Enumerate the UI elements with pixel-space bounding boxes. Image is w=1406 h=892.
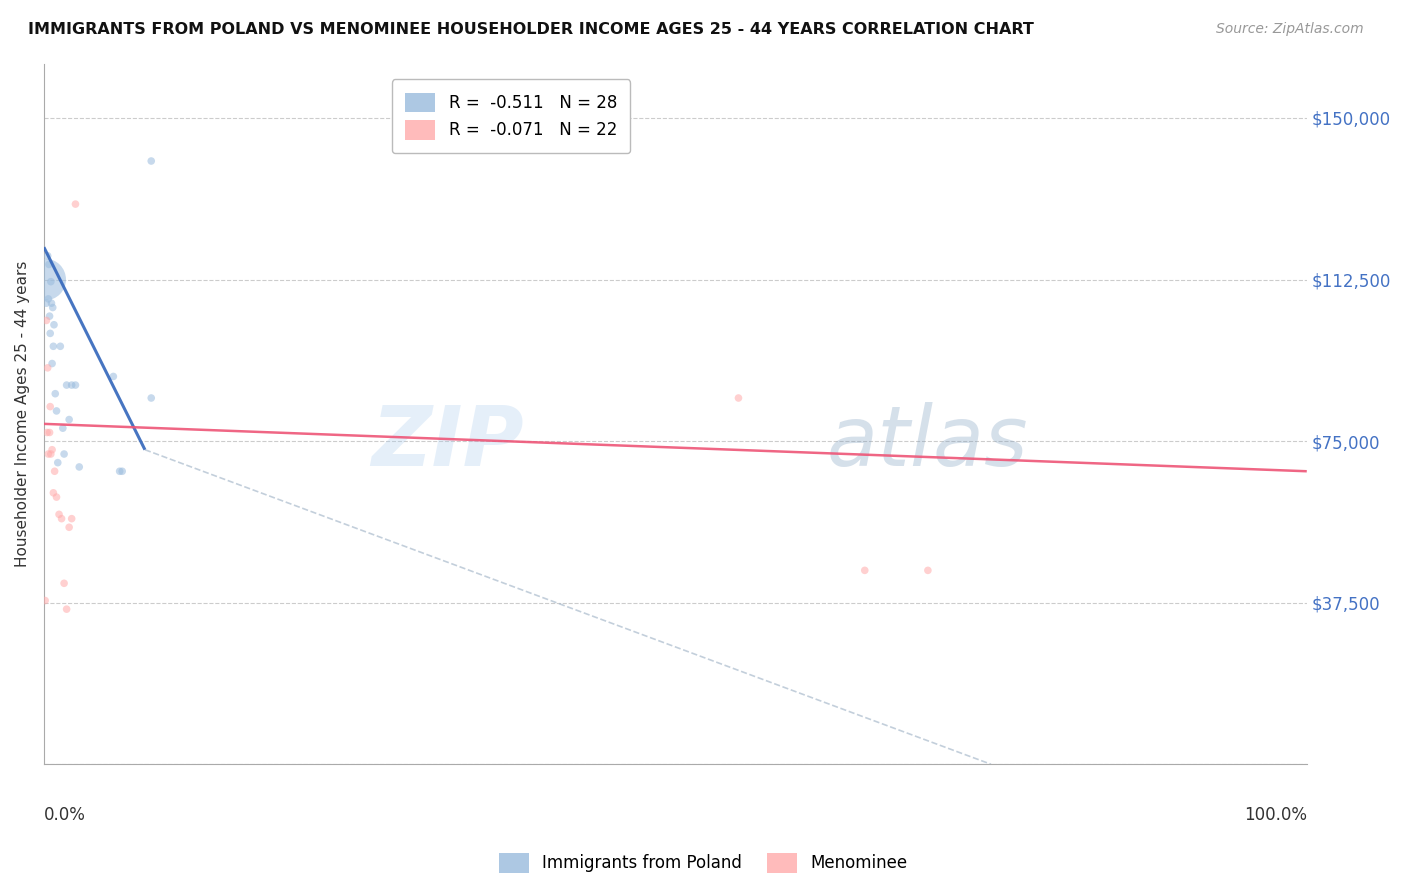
Point [853, 563, 876, 577]
Point [35, 296, 58, 310]
Point [37, 292, 59, 306]
Point [37, 360, 59, 375]
Point [42, 301, 65, 315]
Point [34, 593, 56, 607]
Point [103, 369, 125, 384]
Point [65, 197, 87, 211]
Point [58, 520, 80, 534]
Point [38, 257, 60, 271]
Point [727, 391, 749, 405]
Point [42, 318, 65, 332]
Point [55, 602, 77, 616]
Legend: R =  -0.511   N = 28, R =  -0.071   N = 22: R = -0.511 N = 28, R = -0.071 N = 22 [392, 79, 630, 153]
Point [67, 459, 90, 474]
Point [39, 400, 62, 414]
Point [41, 296, 63, 310]
Point [38, 309, 60, 323]
Point [41, 357, 63, 371]
Text: 100.0%: 100.0% [1244, 806, 1306, 824]
Point [42, 339, 65, 353]
Point [39, 447, 62, 461]
Point [41, 442, 63, 457]
Point [51, 511, 73, 525]
Text: atlas: atlas [827, 401, 1029, 483]
Point [141, 391, 163, 405]
Text: ZIP: ZIP [371, 401, 524, 483]
Point [58, 412, 80, 426]
Text: 0.0%: 0.0% [44, 806, 86, 824]
Point [38, 425, 60, 440]
Point [53, 447, 76, 461]
Point [39, 326, 62, 341]
Point [37, 447, 59, 461]
Text: IMMIGRANTS FROM POLAND VS MENOMINEE HOUSEHOLDER INCOME AGES 25 - 44 YEARS CORREL: IMMIGRANTS FROM POLAND VS MENOMINEE HOUS… [28, 22, 1033, 37]
Point [45, 404, 67, 418]
Point [39, 275, 62, 289]
Point [46, 456, 69, 470]
Point [108, 464, 131, 478]
Point [53, 576, 76, 591]
Point [141, 154, 163, 169]
Point [44, 386, 66, 401]
Point [34, 272, 56, 286]
Point [42, 485, 65, 500]
Point [917, 563, 939, 577]
Y-axis label: Householder Income Ages 25 - 44 years: Householder Income Ages 25 - 44 years [15, 261, 30, 567]
Point [52, 421, 75, 435]
Point [44, 464, 66, 478]
Point [49, 339, 72, 353]
Legend: Immigrants from Poland, Menominee: Immigrants from Poland, Menominee [492, 847, 914, 880]
Point [35, 313, 58, 327]
Point [37, 249, 59, 263]
Text: Source: ZipAtlas.com: Source: ZipAtlas.com [1216, 22, 1364, 37]
Point [35, 425, 58, 440]
Point [60, 378, 83, 392]
Point [65, 378, 87, 392]
Point [48, 508, 70, 522]
Point [60, 511, 83, 525]
Point [55, 378, 77, 392]
Point [45, 490, 67, 504]
Point [111, 464, 134, 478]
